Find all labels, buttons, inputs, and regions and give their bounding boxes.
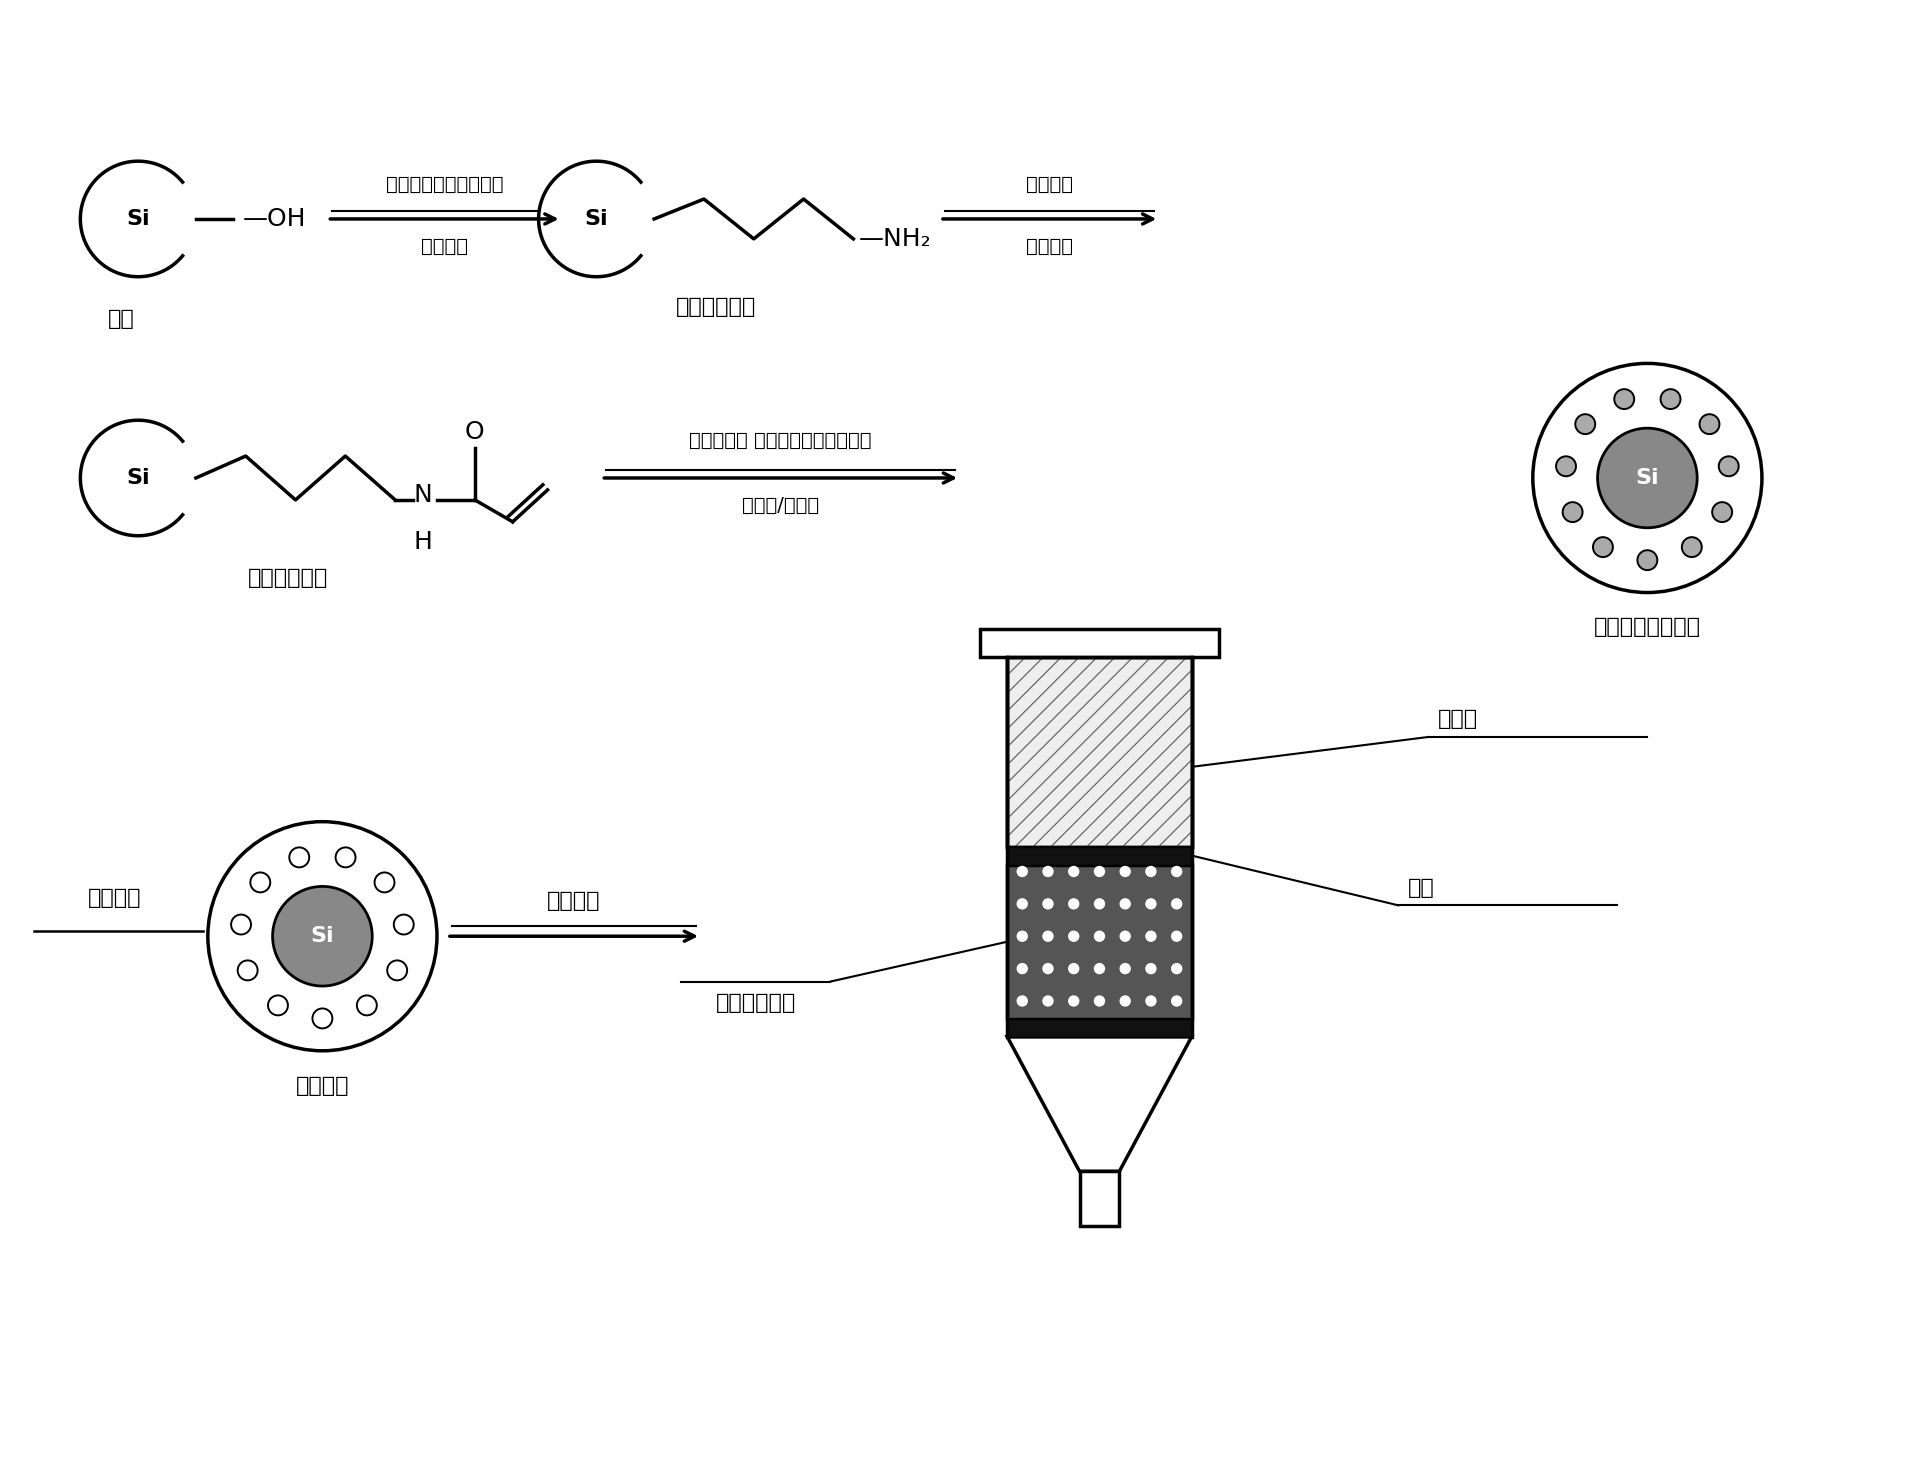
Circle shape <box>1120 964 1129 974</box>
Circle shape <box>80 420 197 535</box>
Circle shape <box>1171 899 1181 910</box>
Text: 丙烯酰氯: 丙烯酰氯 <box>1026 175 1074 194</box>
Polygon shape <box>1007 1037 1192 1171</box>
Circle shape <box>1095 964 1105 974</box>
Circle shape <box>539 161 654 277</box>
Circle shape <box>311 1008 333 1028</box>
Text: H: H <box>413 530 432 553</box>
Bar <box>1007 864 1192 1020</box>
Circle shape <box>1147 996 1156 1006</box>
Circle shape <box>1095 932 1105 942</box>
Bar <box>1007 1020 1192 1037</box>
Circle shape <box>1575 414 1596 434</box>
Text: 氨基改性硅胶: 氨基改性硅胶 <box>676 296 757 317</box>
Circle shape <box>1594 537 1613 557</box>
Circle shape <box>1661 389 1680 409</box>
Circle shape <box>375 873 394 892</box>
Circle shape <box>208 822 438 1050</box>
Circle shape <box>1043 964 1053 974</box>
Circle shape <box>1556 456 1577 477</box>
Circle shape <box>1147 899 1156 910</box>
Circle shape <box>1682 537 1703 557</box>
Circle shape <box>1718 456 1739 477</box>
Circle shape <box>1068 932 1078 942</box>
Circle shape <box>1171 932 1181 942</box>
Circle shape <box>231 914 250 934</box>
Circle shape <box>388 961 407 980</box>
Circle shape <box>1043 899 1053 910</box>
Text: 无水甲苯: 无水甲苯 <box>420 238 468 257</box>
Circle shape <box>336 848 355 867</box>
Text: 硅胶: 硅胶 <box>109 308 136 329</box>
Text: 无水甲苯: 无水甲苯 <box>1026 238 1074 257</box>
Text: 处理液: 处理液 <box>1439 709 1479 729</box>
Circle shape <box>1171 964 1181 974</box>
Circle shape <box>394 914 413 934</box>
Circle shape <box>1017 996 1028 1006</box>
Circle shape <box>1017 964 1028 974</box>
Circle shape <box>1068 964 1078 974</box>
Circle shape <box>1068 899 1078 910</box>
Circle shape <box>1017 932 1028 942</box>
Circle shape <box>250 873 269 892</box>
Circle shape <box>1171 996 1181 1006</box>
Circle shape <box>1638 550 1657 571</box>
Text: Si: Si <box>1636 468 1659 489</box>
Circle shape <box>1147 867 1156 876</box>
Circle shape <box>289 848 310 867</box>
Circle shape <box>237 961 258 980</box>
Circle shape <box>1120 932 1129 942</box>
Circle shape <box>1120 996 1129 1006</box>
Circle shape <box>1095 867 1105 876</box>
Circle shape <box>1017 899 1028 910</box>
Text: 乙二醇二甲基丙烯酸酯: 乙二醇二甲基丙烯酸酯 <box>386 175 503 194</box>
Circle shape <box>1095 899 1105 910</box>
Circle shape <box>1615 389 1634 409</box>
Circle shape <box>1563 502 1582 522</box>
Text: N: N <box>413 483 432 508</box>
Circle shape <box>268 996 289 1015</box>
Circle shape <box>1043 996 1053 1006</box>
Circle shape <box>1095 996 1105 1006</box>
Circle shape <box>1068 996 1078 1006</box>
Text: —OH: —OH <box>243 207 306 230</box>
Text: 酰基改性硅胶: 酰基改性硅胶 <box>247 568 327 588</box>
Bar <box>980 629 1219 657</box>
Text: Si: Si <box>585 208 608 229</box>
Circle shape <box>1533 364 1762 593</box>
Circle shape <box>1712 502 1731 522</box>
Circle shape <box>273 886 373 986</box>
Circle shape <box>1068 867 1078 876</box>
Text: 分子印迹填料: 分子印迹填料 <box>715 993 795 1014</box>
Text: 吡虫啉/啶虫脒: 吡虫啉/啶虫脒 <box>741 496 820 515</box>
Text: 筛板: 筛板 <box>1408 879 1435 898</box>
Text: 甲基丙烯酸 乙二醇二甲基丙烯酸酯: 甲基丙烯酸 乙二醇二甲基丙烯酸酯 <box>690 431 871 449</box>
Circle shape <box>80 161 197 277</box>
Circle shape <box>1120 899 1129 910</box>
Circle shape <box>1598 428 1697 528</box>
Circle shape <box>1017 867 1028 876</box>
Circle shape <box>1043 867 1053 876</box>
Circle shape <box>1120 867 1129 876</box>
Circle shape <box>1699 414 1720 434</box>
Circle shape <box>1043 932 1053 942</box>
Text: Si: Si <box>126 468 149 489</box>
Text: 洗去模板: 洗去模板 <box>88 889 141 908</box>
Text: 湿法装柱: 湿法装柱 <box>547 892 600 911</box>
Bar <box>1007 657 1192 846</box>
Circle shape <box>1147 964 1156 974</box>
Text: —NH₂: —NH₂ <box>858 227 931 251</box>
Text: Si: Si <box>311 926 334 946</box>
Text: Si: Si <box>126 208 149 229</box>
Text: 分子印迹: 分子印迹 <box>296 1075 350 1096</box>
Text: 分子印迹未洗模板: 分子印迹未洗模板 <box>1594 618 1701 637</box>
Circle shape <box>357 996 376 1015</box>
Circle shape <box>1147 932 1156 942</box>
Bar <box>1080 1171 1120 1226</box>
Bar <box>1007 846 1192 864</box>
Bar <box>1007 657 1192 846</box>
Text: O: O <box>464 420 485 445</box>
Circle shape <box>1171 867 1181 876</box>
